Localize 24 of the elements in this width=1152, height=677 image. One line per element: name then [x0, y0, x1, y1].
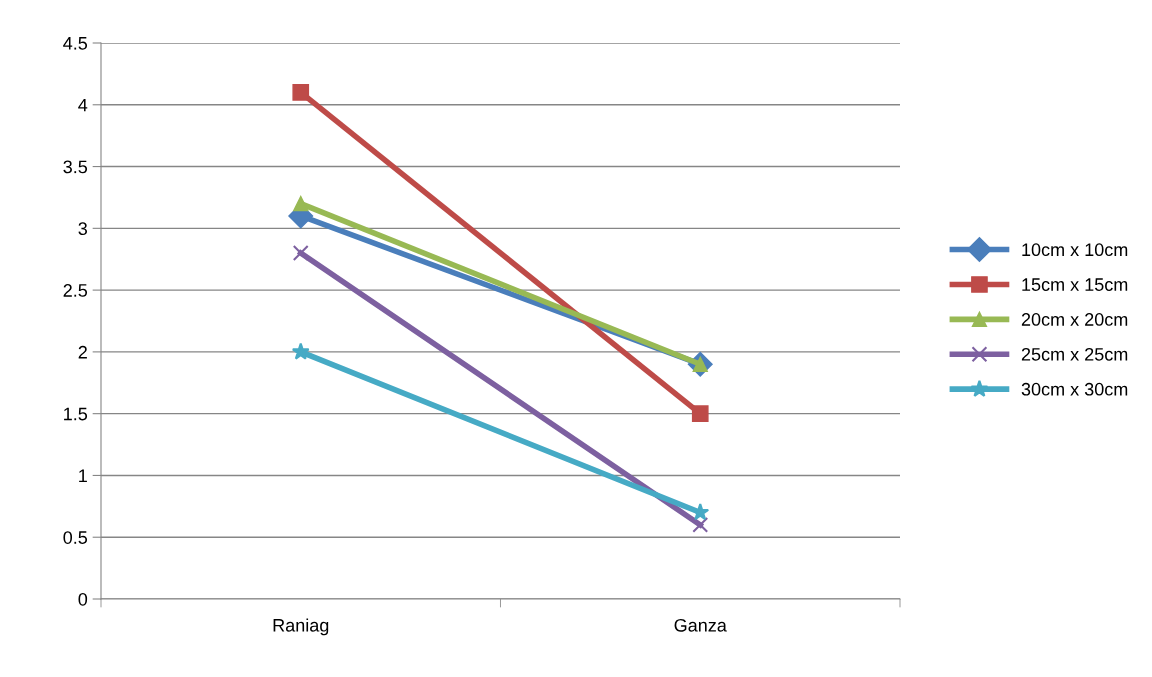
y-tick-label: 0.5 — [63, 531, 88, 544]
point — [691, 405, 709, 423]
point — [292, 245, 309, 262]
legend-label: 10cm x 10cm — [1022, 243, 1128, 257]
y-tick-label: 4 — [78, 98, 88, 112]
y-tick-label: 2 — [78, 345, 87, 359]
x-tick-label: Ganza — [674, 618, 727, 632]
legend-label: 20cm x 20cm — [1021, 313, 1128, 326]
y-tick-label: 4.5 — [63, 37, 88, 50]
point — [291, 342, 310, 360]
y-tick-label: 3.5 — [63, 160, 88, 174]
y-tick-label: 2.5 — [63, 284, 88, 297]
y-tick-label: 1 — [79, 469, 87, 482]
point — [692, 516, 709, 533]
legend-label: 15cm x 15cm — [1022, 278, 1128, 291]
y-tick-label: 0 — [78, 592, 88, 606]
x-tick-label: Raniag — [273, 618, 329, 636]
y-tick-label: 3 — [78, 222, 88, 236]
point — [292, 84, 310, 101]
legend-label: 25cm x 25cm — [1021, 347, 1128, 361]
point — [691, 503, 710, 521]
y-tick-label: 1.5 — [64, 407, 88, 421]
point — [293, 195, 309, 212]
legend-label: 30cm x 30cm — [1021, 382, 1128, 396]
